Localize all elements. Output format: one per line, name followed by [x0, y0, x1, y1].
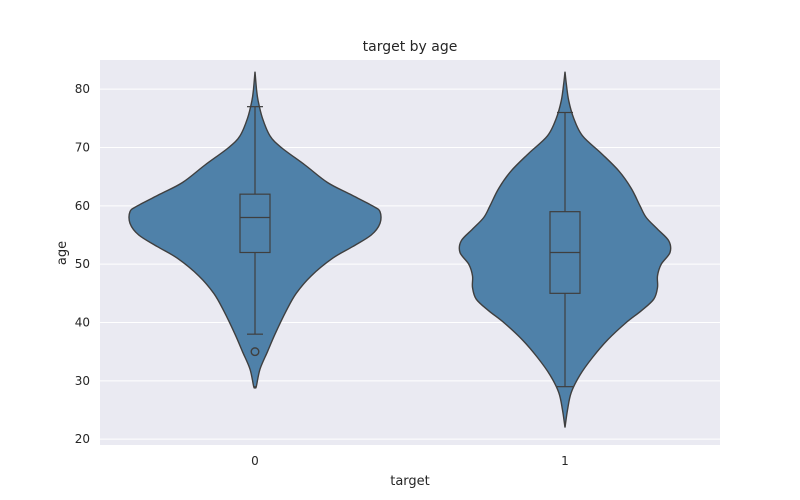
iqr-box — [239, 193, 271, 254]
y-tick-label: 30 — [75, 374, 90, 388]
x-axis-label: target — [390, 474, 430, 489]
y-tick-label: 40 — [75, 316, 90, 330]
y-tick-label: 50 — [75, 257, 90, 271]
y-tick-label: 70 — [75, 141, 90, 155]
x-tick-label: 1 — [561, 454, 569, 468]
y-tick-label: 20 — [75, 432, 90, 446]
chart-title: target by age — [363, 39, 458, 55]
violins — [128, 71, 672, 428]
y-axis-label: age — [55, 241, 70, 265]
y-tick-label: 80 — [75, 82, 90, 96]
y-tick-labels: 20 30 40 50 60 70 80 — [75, 82, 90, 446]
violin-body — [458, 71, 672, 428]
outlier-point — [250, 347, 260, 357]
y-tick-label: 60 — [75, 199, 90, 213]
violin-body — [128, 71, 382, 389]
x-tick-label: 0 — [251, 454, 259, 468]
